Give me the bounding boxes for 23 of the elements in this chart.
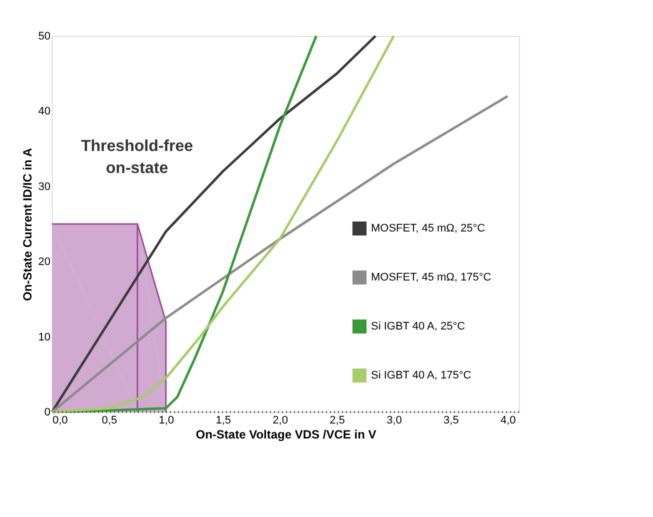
x-tick-label: 2,0 xyxy=(272,414,288,426)
y-tick-label: 50 xyxy=(38,30,50,42)
y-tick-label: 20 xyxy=(38,256,50,268)
x-tick-label: 4,0 xyxy=(500,414,516,426)
x-tick-label: 0,0 xyxy=(52,414,68,426)
y-tick-label: 30 xyxy=(38,180,50,193)
x-tick-label: 2,5 xyxy=(330,414,345,426)
x-axis-title: On-State Voltage VDS /VCE in V xyxy=(196,428,376,442)
legend-label: Si IGBT 40 A, 175°C xyxy=(371,370,472,382)
y-tick-label: 0 xyxy=(44,406,50,418)
line-series xyxy=(50,94,509,414)
legend-label: MOSFET, 45 mΩ, 25°C xyxy=(371,222,486,234)
x-tick-label: 1,0 xyxy=(158,414,174,426)
y-tick-label: 10 xyxy=(38,331,50,344)
x-tick-label: 0,5 xyxy=(102,414,118,426)
legend-label: Si IGBT 40 A, 25°C xyxy=(371,320,466,332)
x-tick-label: 3,5 xyxy=(444,414,459,426)
legend-label: MOSFET, 45 mΩ, 175°C xyxy=(371,272,492,284)
y-tick-label: 40 xyxy=(38,106,50,118)
annotation: Threshold-free on-state xyxy=(80,138,194,177)
y-axis-title: On-State Current ID/IC in A xyxy=(20,148,34,301)
x-tick-label: 3,0 xyxy=(386,414,402,426)
x-tick-label: 1,5 xyxy=(216,414,231,426)
